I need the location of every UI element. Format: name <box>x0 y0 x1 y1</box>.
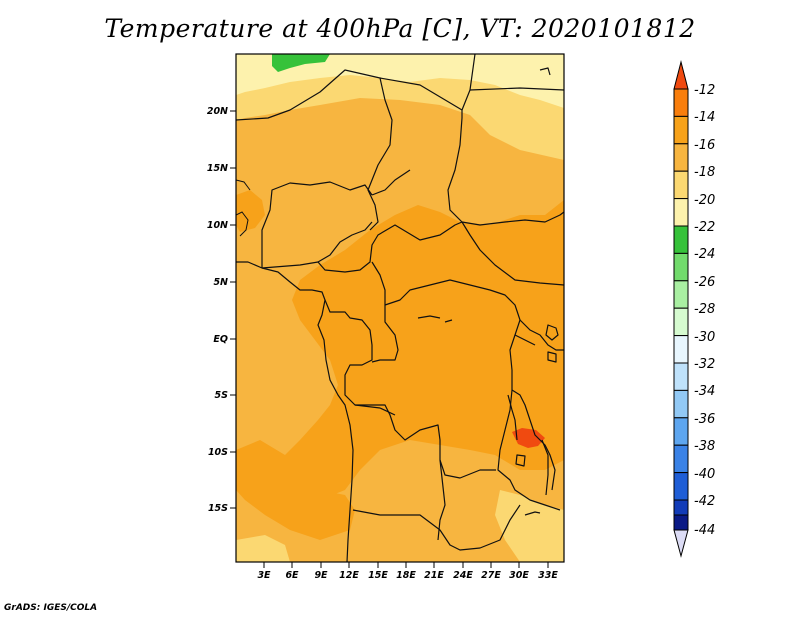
map-frame <box>235 53 565 563</box>
lon-label: 15E <box>368 570 388 581</box>
colorbar-segment <box>673 170 689 200</box>
lat-label: 5N <box>213 277 228 288</box>
colorbar-label: -16 <box>694 138 715 153</box>
field-se-pale <box>495 490 564 562</box>
field-orange-w <box>236 190 265 232</box>
field-core-orange <box>275 200 564 500</box>
lat-label: 20N <box>207 106 228 117</box>
lat-label: 10S <box>208 447 228 458</box>
field-green-patch <box>272 54 330 72</box>
colorbar-segment <box>673 444 689 474</box>
colorbar-segment <box>673 362 689 391</box>
colorbar-segment <box>673 143 689 172</box>
coast-detail <box>236 179 251 237</box>
lon-label: 21E <box>424 570 444 581</box>
lat-label: EQ <box>213 334 228 345</box>
lat-label: 15S <box>208 503 228 514</box>
coastline-borders <box>236 54 564 562</box>
lon-label: 3E <box>257 570 271 581</box>
lon-label: 18E <box>396 570 416 581</box>
colorbar-label: -34 <box>694 384 715 399</box>
credit-label: GrADS: IGES/COLA <box>4 603 98 613</box>
colorbar-segment <box>673 417 689 446</box>
lon-label: 24E <box>453 570 473 581</box>
colorbar-segment <box>673 88 689 117</box>
lon-label: 33E <box>538 570 558 581</box>
colorbar-segment <box>673 252 689 282</box>
colorbar-label: -28 <box>694 302 715 317</box>
colorbar-label: -18 <box>694 165 715 180</box>
colorbar-segment <box>673 225 689 254</box>
colorbar-segment <box>673 280 689 309</box>
colorbar-label: -42 <box>694 494 715 509</box>
colorbar-label: -20 <box>694 193 715 208</box>
map-panel <box>236 54 564 562</box>
lon-label: 9E <box>314 570 328 581</box>
field-north-verypale <box>236 54 564 108</box>
colorbar <box>673 60 689 558</box>
map-title: Temperature at 400hPa [C], VT: 202010181… <box>104 14 696 43</box>
colorbar-label: -44 <box>694 523 715 538</box>
colorbar-label: -32 <box>694 357 715 372</box>
colorbar-segment <box>673 335 689 364</box>
colorbar-segment <box>673 198 689 227</box>
lon-label: 30E <box>509 570 529 581</box>
lon-label: 12E <box>339 570 359 581</box>
colorbar-label: -22 <box>694 220 715 235</box>
colorbar-label: -26 <box>694 275 715 290</box>
colorbar-label: -12 <box>694 83 715 98</box>
colorbar-segment <box>673 389 689 419</box>
colorbar-bottom-arrow <box>673 529 689 558</box>
lat-label: 10N <box>207 220 228 231</box>
lat-label: 5S <box>215 390 229 401</box>
colorbar-label: -24 <box>694 247 715 262</box>
colorbar-label: -40 <box>694 467 715 482</box>
field-red-patch <box>512 428 545 448</box>
colorbar-label: -30 <box>694 330 715 345</box>
lon-label: 6E <box>285 570 299 581</box>
colorbar-segment <box>673 514 689 531</box>
colorbar-segment <box>673 472 689 501</box>
lat-label: 15N <box>207 163 228 174</box>
colorbar-segment <box>673 499 689 516</box>
lon-label: 27E <box>481 570 501 581</box>
field-orange-sw <box>236 440 355 540</box>
lon-axis: 3E 6E 9E 12E 15E 18E 21E 24E 27E 30E 33E <box>257 562 558 581</box>
colorbar-segment <box>673 307 689 337</box>
colorbar-labels: -12 -14 -16 -18 -20 -22 -24 -26 -28 -30 … <box>694 83 715 538</box>
field-sw-pale <box>236 535 290 562</box>
colorbar-segment <box>673 115 689 145</box>
colorbar-label: -38 <box>694 439 715 454</box>
colorbar-label: -14 <box>694 110 715 125</box>
colorbar-top-arrow <box>673 60 689 90</box>
colorbar-label: -36 <box>694 412 715 427</box>
lat-axis: 20N 15N 10N 5N EQ 5S 10S 15S <box>207 106 236 514</box>
